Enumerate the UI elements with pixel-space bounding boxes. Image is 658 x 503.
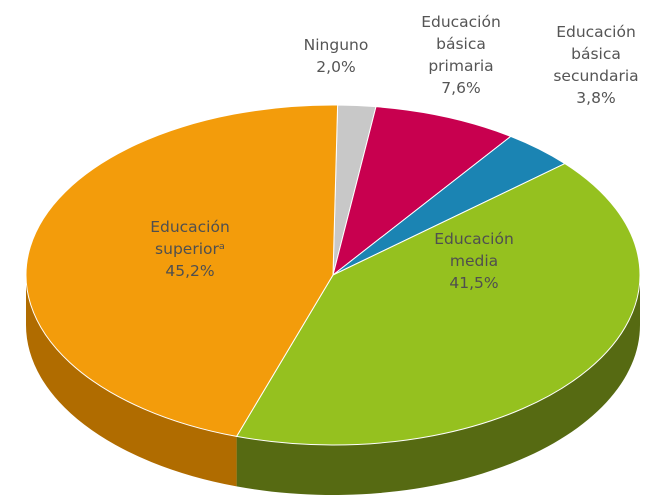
- slice-value-label: 7,6%: [441, 79, 480, 97]
- slice-label-educacion-superior: Educación superiorᵃ 45,2%: [150, 218, 230, 280]
- slice-category-label: Educación: [434, 230, 514, 248]
- slice-side-educacion-superior: [26, 275, 237, 487]
- slice-label-educacion-media: Educación media 41,5%: [434, 230, 514, 292]
- slice-educacion-basica-primaria: [332, 106, 512, 277]
- slice-value-label: 41,5%: [449, 274, 498, 292]
- slice-category-label: básica: [571, 45, 621, 63]
- pie-labels: Ninguno 2,0%Educación básica primaria 7,6%Ed…: [150, 13, 638, 292]
- slice-category-label: básica: [436, 35, 486, 53]
- slice-category-label: media: [450, 252, 498, 270]
- slice-category-label: Educación: [150, 218, 230, 236]
- slice-label-educacion-basica-secundaria: Educación básica secundaria 3,8%: [553, 23, 638, 107]
- slice-educacion-media: [235, 163, 641, 446]
- slice-category-label: Educación: [421, 13, 501, 31]
- slice-category-label: primaria: [428, 57, 493, 75]
- slice-category-label: secundaria: [553, 67, 638, 85]
- slice-side-educacion-media: [236, 275, 640, 495]
- pie-sides: [26, 275, 640, 495]
- slice-label-educacion-basica-primaria: Educación básica primaria 7,6%: [421, 13, 501, 97]
- slice-educacion-superior: [25, 104, 339, 437]
- slice-label-ninguno: Ninguno 2,0%: [304, 36, 369, 76]
- slice-category-label: Educación: [556, 23, 636, 41]
- slice-category-label: Ninguno: [304, 36, 369, 54]
- slice-value-label: 3,8%: [576, 89, 615, 107]
- pie-tops: [25, 104, 641, 446]
- slice-value-label: 45,2%: [165, 262, 214, 280]
- slice-value-label: 2,0%: [316, 58, 355, 76]
- slice-category-label: superiorᵃ: [155, 240, 225, 258]
